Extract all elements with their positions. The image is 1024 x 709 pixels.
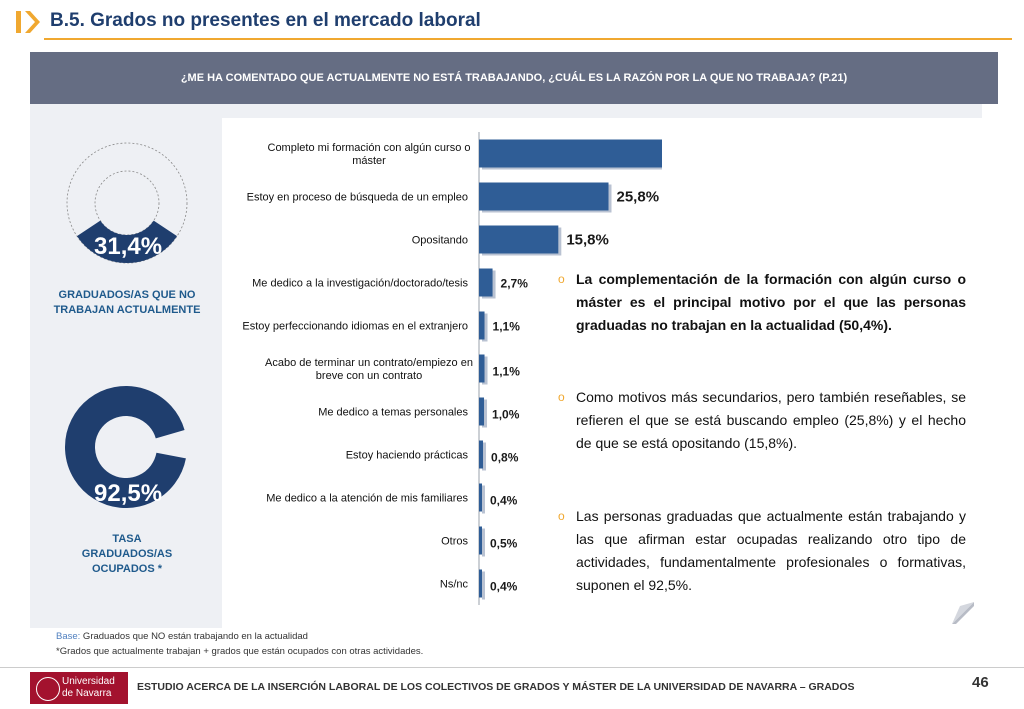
- title-underline: [44, 38, 1012, 40]
- data-label: 25,8%: [617, 189, 660, 206]
- university-logo: Universidad de Navarra: [30, 672, 128, 704]
- bullet-circle-icon: o: [558, 272, 565, 286]
- category-label: Me dedico a temas personales: [318, 407, 468, 419]
- category-label: Opositando: [412, 235, 468, 247]
- bar: [479, 397, 485, 426]
- bar: [479, 526, 482, 555]
- chevron-right-icon: [16, 11, 40, 33]
- category-label: Estoy perfeccionando idiomas en el extra…: [242, 321, 468, 333]
- kpi-employed-caption: TASA GRADUADOS/AS OCUPADOS *: [81, 533, 173, 575]
- bar: [479, 268, 493, 297]
- bar: [479, 569, 482, 598]
- bullet-1: o La complementación de la formación con…: [558, 268, 966, 337]
- category-label: máster: [352, 155, 386, 167]
- category-label: Completo mi formación con algún curso o: [268, 142, 471, 154]
- bullet-circle-icon: o: [558, 390, 565, 404]
- bar-shadow: [482, 356, 488, 385]
- base-note: Base: Graduados que NO están trabajando …: [56, 631, 308, 642]
- data-label: 1,1%: [493, 320, 521, 334]
- kpi-employed-value: 92,5%: [94, 480, 163, 507]
- footer-divider: [0, 667, 1024, 668]
- bar: [479, 139, 662, 168]
- university-seal-icon: [36, 677, 60, 701]
- donut-segment: [76, 220, 178, 263]
- corner-triangle-icon: [952, 602, 974, 624]
- category-label: Estoy en proceso de búsqueda de un emple…: [247, 192, 468, 204]
- bar: [479, 354, 485, 383]
- page-title: B.5. Grados no presentes en el mercado l…: [50, 10, 481, 31]
- question-banner: ¿ME HA COMENTADO QUE ACTUALMENTE NO ESTÁ…: [30, 52, 998, 104]
- bar-chart: Completo mi formación con algún curso om…: [242, 132, 662, 605]
- data-label: 0,4%: [490, 580, 518, 594]
- category-label: Me dedico a la atención de mis familiare…: [266, 493, 468, 505]
- category-label: Acabo de terminar un contrato/empiezo en: [265, 357, 473, 369]
- data-label: 1,1%: [493, 365, 521, 379]
- bullet-2-text: Como motivos más secundarios, pero tambi…: [576, 389, 966, 451]
- bullet-3: o Las personas graduadas que actualmente…: [558, 505, 966, 597]
- bar-shadow: [482, 571, 485, 600]
- category-label: Otros: [441, 536, 468, 548]
- category-label: Ns/nc: [440, 579, 469, 591]
- bullet-circle-icon: o: [558, 509, 565, 523]
- data-label: 15,8%: [566, 232, 609, 249]
- data-label: 2,7%: [501, 277, 529, 291]
- donut-inner-outline: [94, 170, 160, 236]
- data-label: 0,5%: [490, 537, 518, 551]
- bar-shadow: [482, 442, 487, 471]
- asterisk-note: *Grados que actualmente trabajan + grado…: [56, 646, 424, 657]
- header: B.5. Grados no presentes en el mercado l…: [0, 0, 1024, 44]
- bar-shadow: [482, 313, 488, 342]
- data-label: 1,0%: [492, 408, 520, 422]
- bullet-2: o Como motivos más secundarios, pero tam…: [558, 386, 966, 455]
- category-label: Me dedico a la investigación/doctorado/t…: [252, 278, 468, 290]
- bullet-3-text: Las personas graduadas que actualmente e…: [576, 508, 966, 593]
- page-number: 46: [972, 674, 989, 691]
- question-text: ¿ME HA COMENTADO QUE ACTUALMENTE NO ESTÁ…: [180, 72, 848, 84]
- bar: [479, 483, 482, 512]
- bar: [479, 225, 559, 254]
- donut-segment: [65, 386, 186, 508]
- donut-not-working: [66, 142, 188, 264]
- bar-shadow: [482, 399, 488, 428]
- donut-outline: [66, 142, 188, 264]
- data-label: 0,8%: [491, 451, 519, 465]
- bar: [479, 440, 484, 469]
- study-title: ESTUDIO ACERCA DE LA INSERCIÓN LABORAL D…: [137, 681, 855, 693]
- kpi-not-working-caption: GRADUADOS/AS QUE NO TRABAJAN ACTUALMENTE: [53, 289, 201, 316]
- kpi-not-working-value: 31,4%: [94, 233, 163, 260]
- data-label: 0,4%: [490, 494, 518, 508]
- donut-employed-rate: [65, 386, 186, 508]
- bar-shadow: [482, 528, 485, 557]
- bullet-1-text: La complementación de la formación con a…: [576, 271, 966, 333]
- bar: [479, 182, 609, 211]
- category-label: Estoy haciendo prácticas: [346, 450, 469, 462]
- bar: [479, 311, 485, 340]
- bar-shadow: [482, 485, 485, 514]
- category-label: breve con un contrato: [316, 370, 422, 382]
